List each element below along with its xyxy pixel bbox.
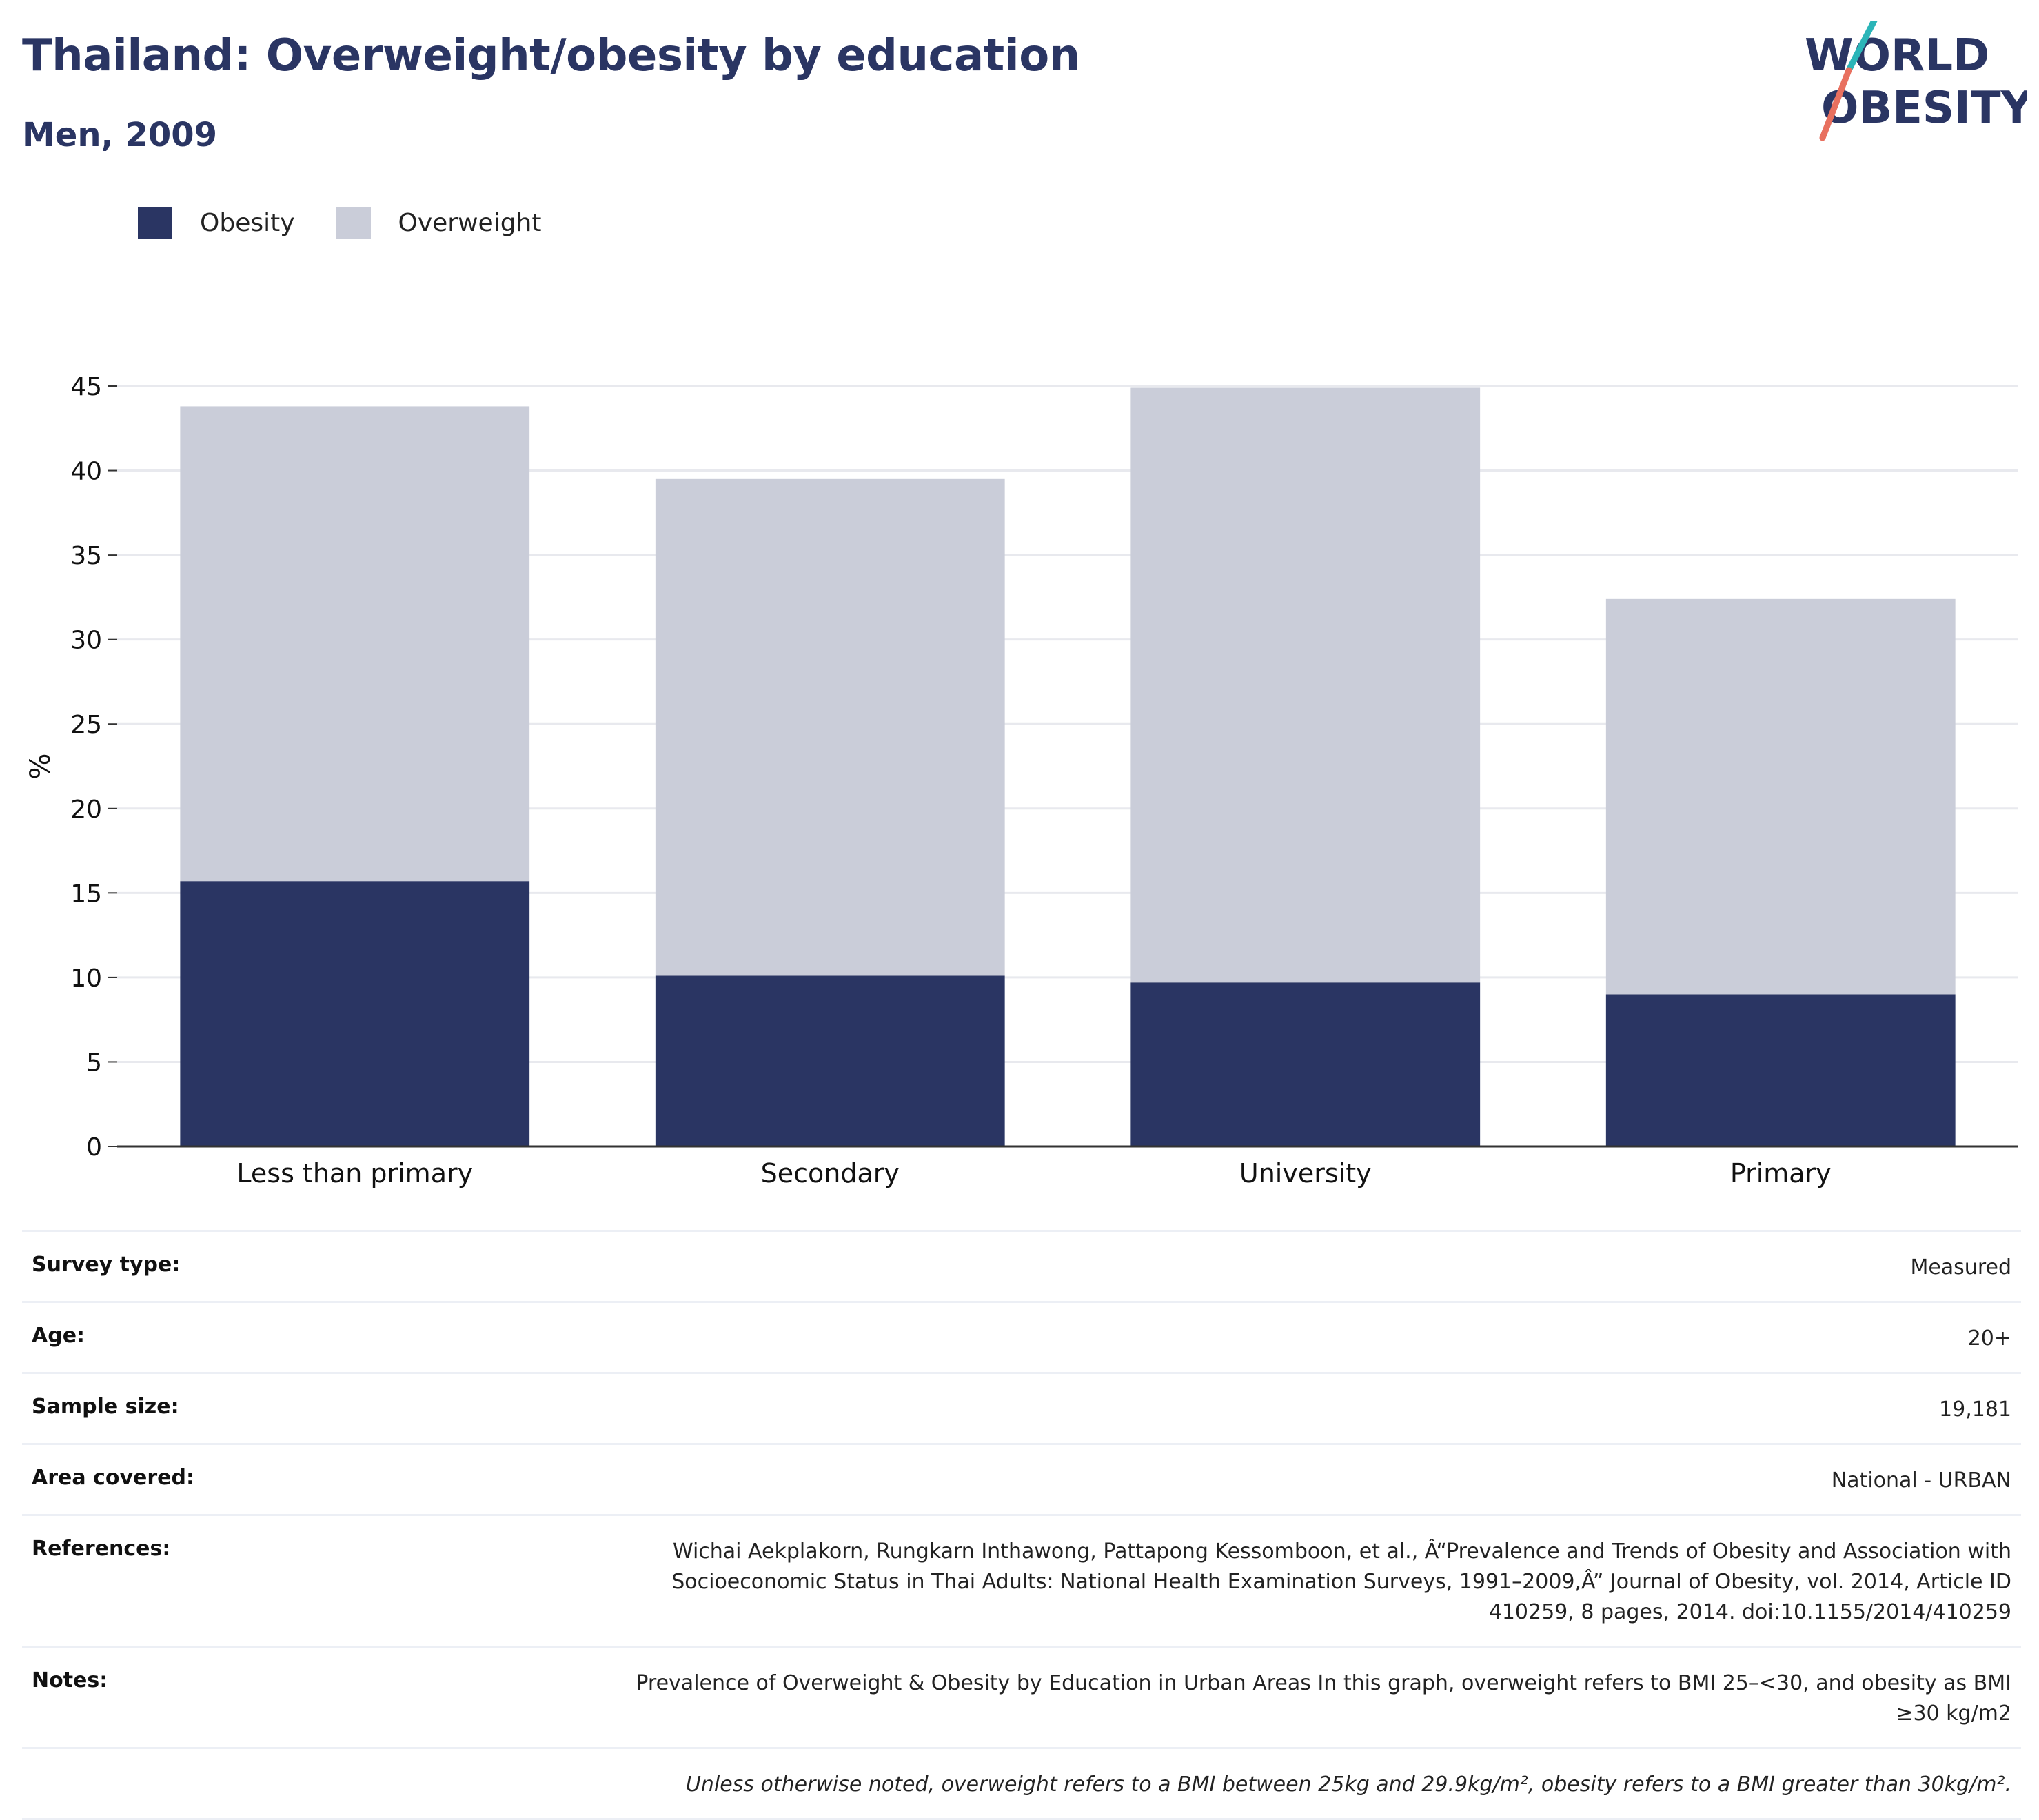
logo-word-obesity: OBESITY bbox=[1821, 83, 2027, 134]
bar-obesity[interactable] bbox=[180, 881, 530, 1146]
info-row-survey-type: Survey type: Measured bbox=[22, 1230, 2021, 1301]
bar-obesity[interactable] bbox=[1605, 994, 1956, 1146]
info-value: National - URBAN bbox=[1831, 1468, 2011, 1493]
info-value: 19,181 bbox=[1939, 1397, 2011, 1422]
legend-label-obesity: Obesity bbox=[200, 208, 295, 237]
y-axis-label: % bbox=[25, 753, 57, 779]
logo-slash-teal bbox=[1845, 21, 1878, 74]
info-row-footnote: Unless otherwise noted, overweight refer… bbox=[22, 1747, 2021, 1820]
x-tick-label: Primary bbox=[1730, 1158, 1832, 1189]
legend-swatch-overweight bbox=[336, 207, 371, 239]
y-tick-label: 20 bbox=[70, 796, 102, 824]
x-tick-label: Less than primary bbox=[236, 1158, 473, 1189]
y-tick-label: 45 bbox=[70, 373, 102, 401]
logo-word-world: WORLD bbox=[1805, 30, 1989, 81]
y-tick-label: 0 bbox=[86, 1133, 102, 1162]
info-row-references: References: Wichai Aekplakorn, Rungkarn … bbox=[22, 1514, 2021, 1646]
bar-overweight[interactable] bbox=[180, 406, 530, 882]
info-key: References: bbox=[32, 1537, 171, 1561]
bar-obesity[interactable] bbox=[1130, 982, 1481, 1146]
legend-item-obesity[interactable]: Obesity bbox=[138, 207, 295, 239]
chart-legend: Obesity Overweight bbox=[138, 207, 582, 239]
bar-overweight[interactable] bbox=[1130, 387, 1481, 983]
info-value: Measured bbox=[1910, 1255, 2011, 1280]
y-tick-label: 30 bbox=[70, 627, 102, 655]
world-obesity-logo: WORLD OBESITY bbox=[1805, 21, 2027, 141]
info-key: Notes: bbox=[32, 1668, 108, 1692]
info-value: 20+ bbox=[1967, 1326, 2011, 1351]
y-tick-label: 10 bbox=[70, 964, 102, 993]
y-tick-label: 35 bbox=[70, 542, 102, 570]
x-tick-label: Secondary bbox=[761, 1158, 900, 1189]
survey-info-table: Survey type: Measured Age: 20+ Sample si… bbox=[22, 1230, 2021, 1820]
legend-item-overweight[interactable]: Overweight bbox=[336, 207, 542, 239]
info-key: Age: bbox=[32, 1324, 85, 1348]
info-row-area-covered: Area covered: National - URBAN bbox=[22, 1443, 2021, 1514]
info-value: Wichai Aekplakorn, Rungkarn Inthawong, P… bbox=[671, 1539, 2011, 1624]
info-row-sample-size: Sample size: 19,181 bbox=[22, 1372, 2021, 1443]
y-tick-label: 25 bbox=[70, 711, 102, 739]
info-key: Survey type: bbox=[32, 1253, 181, 1277]
legend-swatch-obesity bbox=[138, 207, 172, 239]
info-row-age: Age: 20+ bbox=[22, 1301, 2021, 1372]
y-tick-label: 40 bbox=[70, 458, 102, 486]
footnote-text: Unless otherwise noted, overweight refer… bbox=[685, 1772, 2011, 1797]
x-tick-label: University bbox=[1239, 1158, 1372, 1189]
bar-overweight[interactable] bbox=[655, 478, 1005, 976]
y-tick-label: 15 bbox=[70, 880, 102, 908]
chart-title: Thailand: Overweight/obesity by educatio… bbox=[22, 30, 1080, 81]
stacked-bar-chart: 0 5 10 15 20 25 30 35 40 45% Less than primary Seco… bbox=[25, 373, 2018, 1189]
bar-obesity[interactable] bbox=[655, 975, 1005, 1146]
y-tick-label: 5 bbox=[86, 1049, 102, 1077]
logo-slash-coral bbox=[1819, 67, 1852, 141]
info-row-notes: Notes: Prevalence of Overweight & Obesit… bbox=[22, 1646, 2021, 1747]
info-value: Prevalence of Overweight & Obesity by Ed… bbox=[636, 1671, 2011, 1726]
info-key: Sample size: bbox=[32, 1395, 179, 1419]
chart-subtitle: Men, 2009 bbox=[22, 116, 218, 154]
legend-label-overweight: Overweight bbox=[398, 208, 542, 237]
info-key: Area covered: bbox=[32, 1466, 194, 1490]
bar-overweight[interactable] bbox=[1605, 598, 1956, 995]
